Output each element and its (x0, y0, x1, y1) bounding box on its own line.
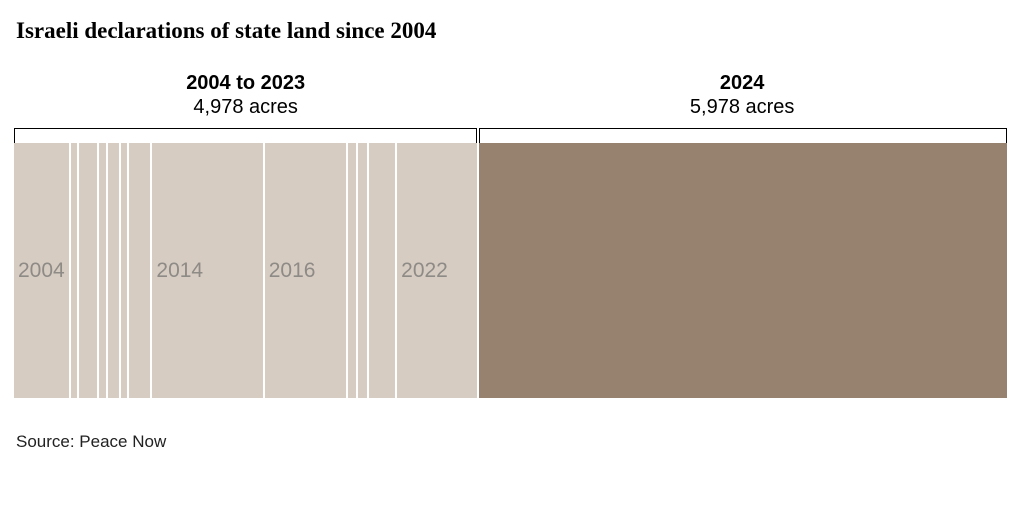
bracket-row (14, 128, 1010, 143)
group-value-left: 4,978 acres (14, 95, 477, 120)
group-value-right: 5,978 acres (477, 95, 1007, 120)
group-header-right: 2024 5,978 acres (477, 72, 1007, 120)
segment-label-2016: 2016 (265, 259, 316, 283)
group-headers-row: 2004 to 2023 4,978 acres 2024 5,978 acre… (14, 72, 1010, 120)
chart-area: 2004 2014 2016 2022 (14, 143, 1010, 398)
segment-2014: 2014 (152, 143, 262, 398)
segment-2006 (79, 143, 97, 398)
segment-2005 (71, 143, 77, 398)
segment-label-2004: 2004 (14, 259, 65, 283)
group-header-left: 2004 to 2023 4,978 acres (14, 72, 477, 120)
group-period-right: 2024 (477, 72, 1007, 95)
segment-2019 (369, 143, 395, 398)
bracket-right (479, 128, 1007, 143)
segment-label-2014: 2014 (152, 259, 203, 283)
segment-2017 (348, 143, 356, 398)
segment-2012 (129, 143, 150, 398)
bracket-left (14, 128, 477, 143)
segment-2018 (358, 143, 367, 398)
segment-label-2022: 2022 (397, 259, 448, 283)
segment-2024 (479, 143, 1007, 398)
chart-title: Israeli declarations of state land since… (16, 18, 1010, 44)
segment-2016: 2016 (265, 143, 346, 398)
segment-2009 (108, 143, 119, 398)
segment-2011 (121, 143, 127, 398)
segment-2008 (99, 143, 106, 398)
source-line: Source: Peace Now (16, 432, 1010, 452)
group-period-left: 2004 to 2023 (14, 72, 477, 95)
segment-2022: 2022 (397, 143, 477, 398)
segment-2004: 2004 (14, 143, 69, 398)
